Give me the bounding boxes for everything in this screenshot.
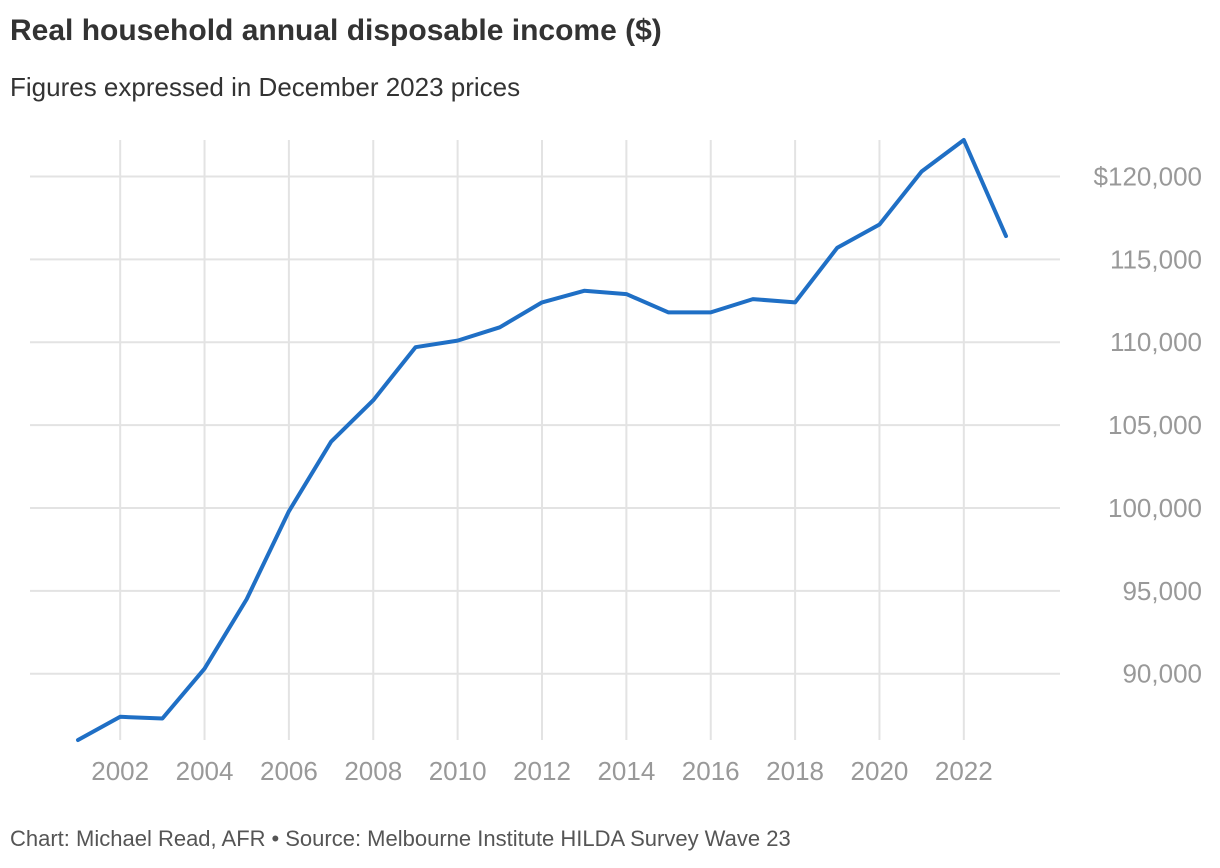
x-tick-label-2016: 2016 — [682, 756, 740, 786]
x-tick-label-2004: 2004 — [176, 756, 234, 786]
x-tick-label-2002: 2002 — [91, 756, 149, 786]
x-tick-label-2014: 2014 — [597, 756, 655, 786]
series-line-0 — [76, 138, 1008, 742]
y-tick-label-120000: $120,000 — [1094, 161, 1202, 191]
y-tick-label-90000: 90,000 — [1122, 659, 1202, 689]
x-tick-label-2018: 2018 — [766, 756, 824, 786]
y-gridlines — [30, 175, 1060, 675]
y-tick-label-95000: 95,000 — [1122, 576, 1202, 606]
y-tick-label-115000: 115,000 — [1110, 244, 1202, 274]
x-tick-label-2008: 2008 — [344, 756, 402, 786]
chart-footer: Chart: Michael Read, AFR • Source: Melbour… — [10, 826, 791, 852]
x-tick-label-2022: 2022 — [935, 756, 993, 786]
x-tick-label-2006: 2006 — [260, 756, 318, 786]
x-gridlines — [119, 140, 965, 740]
x-tick-label-2012: 2012 — [513, 756, 571, 786]
y-tick-label-105000: 105,000 — [1108, 410, 1202, 440]
y-tick-labels: 90,000 95,000 100,000 105,000 110,000 115,000… — [1094, 161, 1202, 688]
y-tick-label-110000: 110,000 — [1110, 327, 1202, 357]
footer-separator: • — [271, 826, 280, 851]
chart-source: Source: Melbourne Institute HILDA Survey… — [285, 826, 791, 851]
chart-title: Real household annual disposable income … — [10, 14, 662, 47]
x-tick-labels: 2002 2004 2006 2008 2010 2012 2014 2016 2018 2020… — [91, 756, 992, 786]
chart-subtitle: Figures expressed in December 2023 price… — [10, 72, 521, 102]
x-tick-label-2020: 2020 — [851, 756, 909, 786]
series-lines — [76, 138, 1008, 742]
y-tick-label-100000: 100,000 — [1108, 493, 1202, 523]
chart-credit: Chart: Michael Read, AFR — [10, 826, 266, 851]
x-tick-label-2010: 2010 — [429, 756, 487, 786]
